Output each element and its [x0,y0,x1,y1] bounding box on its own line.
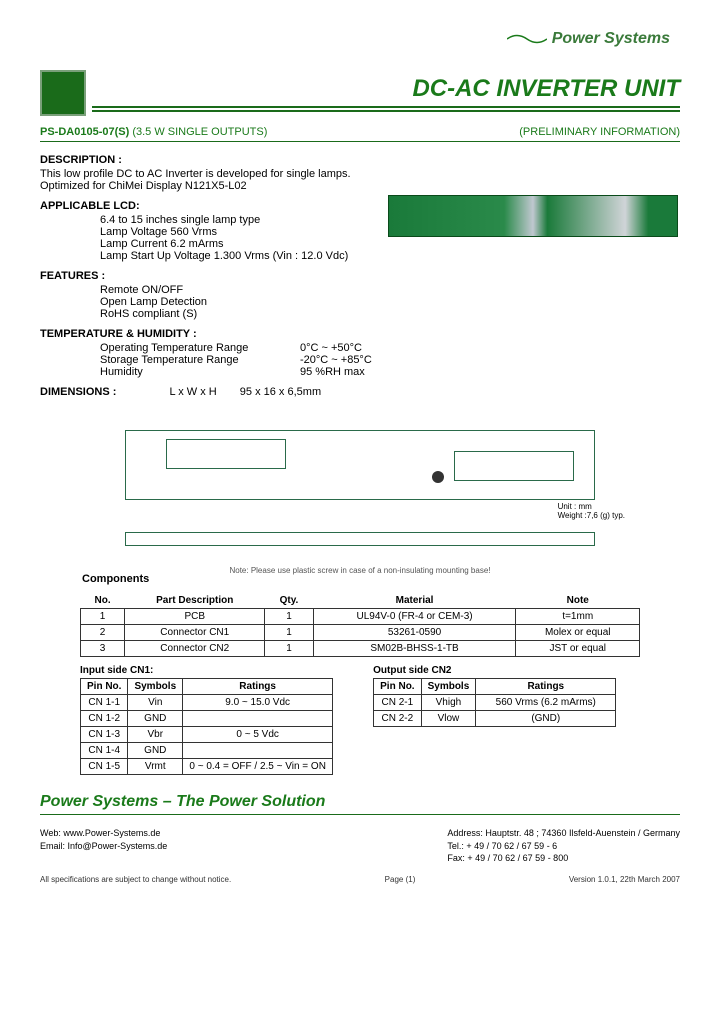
feat-l3: RoHS compliant (S) [100,308,680,320]
temp-heading: TEMPERATURE & HUMIDITY : [40,328,680,340]
footer-slogan: Power Systems – The Power Solution [40,793,680,811]
mechanical-diagram: Unit : mm Weight :7,6 (g) typ. Note: Ple… [95,412,625,567]
dim-label: L x W x H [169,386,216,398]
subheader: PS-DA0105-07(S) (3.5 W SINGLE OUTPUTS) (… [40,126,680,138]
dim-heading: DIMENSIONS : [40,386,116,398]
desc-heading: DESCRIPTION : [40,154,680,166]
cn2-table: Pin No.SymbolsRatings CN 2-1Vhigh560 Vrm… [373,678,616,727]
disclaimer-row: All specifications are subject to change… [40,875,680,884]
temp-row-0: Operating Temperature Range0°C ~ +50°C [100,342,680,354]
desc-line2: Optimized for ChiMei Display N121X5-L02 [40,180,680,192]
temp-row-1: Storage Temperature Range-20°C ~ +85°C [100,354,680,366]
divider [40,141,680,142]
part-desc: (3.5 W SINGLE OUTPUTS) [132,126,267,138]
cn2-title: Output side CN2 [373,665,616,676]
diagram-unit: Unit : mm Weight :7,6 (g) typ. [558,502,625,520]
feat-heading: FEATURES : [40,270,680,282]
disclaimer-text: All specifications are subject to change… [40,875,231,884]
dim-value: 95 x 16 x 6,5mm [240,386,321,398]
lcd-l3: Lamp Current 6.2 mArms [100,238,680,250]
footer-columns: Web: www.Power-Systems.de Email: Info@Po… [40,827,680,865]
feat-l1: Remote ON/OFF [100,284,680,296]
brand-logo: Power Systems [453,30,670,48]
diagram-note: Note: Please use plastic screw in case o… [95,566,625,575]
table-row: 1PCB1UL94V-0 (FR-4 or CEM-3)t=1mm [81,609,640,625]
pin-tables: Input side CN1: Pin No.SymbolsRatings CN… [80,665,640,775]
brand-text: Power Systems [552,30,670,47]
lcd-l4: Lamp Start Up Voltage 1.300 Vrms (Vin : … [100,250,680,262]
header-bar: DC-AC INVERTER UNIT [40,70,680,116]
temp-row-2: Humidity95 %RH max [100,366,680,378]
components-table: No. Part Description Qty. Material Note … [80,593,640,657]
desc-line1: This low profile DC to AC Inverter is de… [40,168,680,180]
cn1-table: Pin No.SymbolsRatings CN 1-1Vin9.0 ~ 15.… [80,678,333,775]
part-number: PS-DA0105-07(S) [40,126,129,138]
table-row: 3Connector CN21SM02B-BHSS-1-TBJST or equ… [81,641,640,657]
page-number: Page (1) [385,875,416,884]
version-text: Version 1.0.1, 22th March 2007 [569,875,680,884]
doc-title: DC-AC INVERTER UNIT [92,75,680,103]
status-text: (PRELIMINARY INFORMATION) [519,126,680,138]
pcb-photo [388,195,678,237]
logo-square [40,70,86,116]
title-rule [92,106,680,112]
table-row: 2Connector CN1153261-0590Molex or equal [81,625,640,641]
feat-l2: Open Lamp Detection [100,296,680,308]
cn1-title: Input side CN1: [80,665,333,676]
footer-rule [40,814,680,815]
